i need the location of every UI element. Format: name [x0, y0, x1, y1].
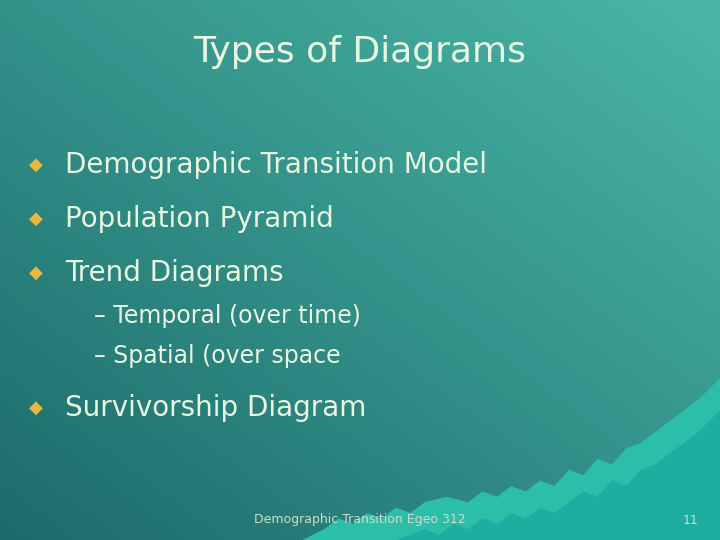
- Polygon shape: [396, 410, 720, 540]
- Text: Survivorship Diagram: Survivorship Diagram: [65, 394, 366, 422]
- Text: Demographic Transition Egeo 312: Demographic Transition Egeo 312: [254, 514, 466, 526]
- Text: Trend Diagrams: Trend Diagrams: [65, 259, 284, 287]
- Text: 11: 11: [683, 514, 698, 526]
- Polygon shape: [302, 378, 720, 540]
- Text: – Temporal (over time): – Temporal (over time): [94, 304, 361, 328]
- Text: ◆: ◆: [29, 156, 42, 174]
- Text: Population Pyramid: Population Pyramid: [65, 205, 333, 233]
- Text: ◆: ◆: [29, 210, 42, 228]
- Text: Types of Diagrams: Types of Diagrams: [194, 35, 526, 69]
- Text: Demographic Transition Model: Demographic Transition Model: [65, 151, 487, 179]
- Text: ◆: ◆: [29, 399, 42, 417]
- Text: ◆: ◆: [29, 264, 42, 282]
- Text: – Spatial (over space: – Spatial (over space: [94, 345, 341, 368]
